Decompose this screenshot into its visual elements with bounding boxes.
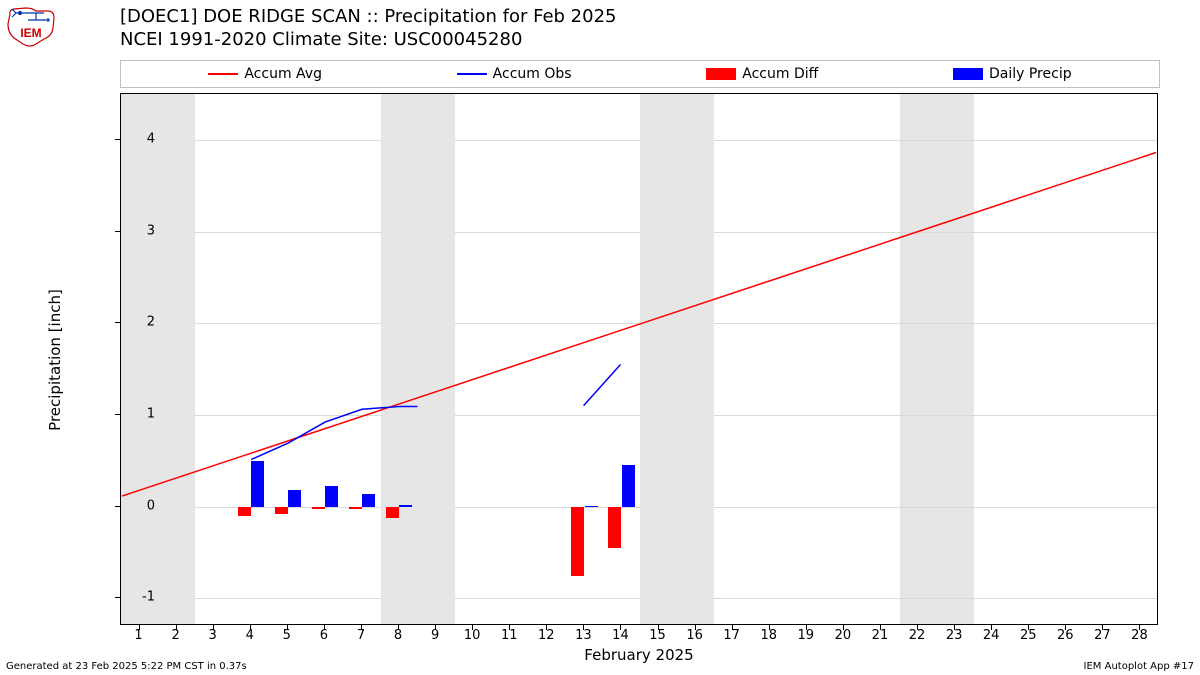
- x-tick-label: 7: [357, 628, 365, 643]
- legend-label: Accum Diff: [742, 66, 818, 82]
- y-tick-label: 3: [115, 223, 155, 238]
- root-container: IEM [DOEC1] DOE RIDGE SCAN :: Precipitat…: [0, 0, 1200, 675]
- x-tick-label: 5: [283, 628, 291, 643]
- daily-precip-bar: [399, 505, 412, 507]
- legend-label: Accum Avg: [244, 66, 322, 82]
- x-tick-label: 27: [1094, 628, 1111, 643]
- legend-swatch: [457, 73, 487, 75]
- y-axis-label: Precipitation [inch]: [46, 289, 64, 431]
- daily-precip-bar: [251, 461, 264, 507]
- iem-logo: IEM: [6, 6, 56, 46]
- legend-swatch: [706, 68, 736, 80]
- x-tick-label: 28: [1131, 628, 1148, 643]
- x-tick-label: 8: [394, 628, 402, 643]
- x-tick-label: 18: [760, 628, 777, 643]
- accum-diff-bar: [608, 507, 621, 548]
- legend-item: Accum Avg: [208, 66, 322, 82]
- title-line-1: [DOEC1] DOE RIDGE SCAN :: Precipitation …: [120, 6, 616, 29]
- accum-diff-bar: [238, 507, 251, 516]
- legend: Accum Avg Accum Obs Accum Diff Daily Precip: [120, 60, 1160, 88]
- x-tick-label: 22: [909, 628, 926, 643]
- legend-item: Accum Obs: [457, 66, 572, 82]
- accum-obs-line: [251, 407, 417, 460]
- accum-avg-line: [122, 152, 1156, 496]
- daily-precip-bar: [288, 490, 301, 507]
- x-tick-label: 25: [1020, 628, 1037, 643]
- y-tick-label: -1: [115, 590, 155, 605]
- daily-precip-bar: [362, 494, 375, 507]
- footer-left: Generated at 23 Feb 2025 5:22 PM CST in …: [6, 661, 247, 672]
- x-tick-label: 3: [209, 628, 217, 643]
- x-tick-label: 19: [798, 628, 815, 643]
- daily-precip-bar: [585, 506, 598, 507]
- accum-obs-line: [584, 364, 621, 405]
- y-tick-label: 0: [115, 498, 155, 513]
- x-tick-label: 23: [946, 628, 963, 643]
- legend-swatch: [953, 68, 983, 80]
- x-tick-label: 20: [835, 628, 852, 643]
- x-tick-label: 15: [649, 628, 666, 643]
- x-tick-label: 14: [612, 628, 629, 643]
- daily-precip-bar: [325, 486, 338, 507]
- x-tick-label: 26: [1057, 628, 1074, 643]
- x-tick-label: 11: [501, 628, 518, 643]
- accum-diff-bar: [312, 507, 325, 509]
- x-tick-label: 16: [686, 628, 703, 643]
- svg-text:IEM: IEM: [20, 26, 41, 40]
- y-tick-label: 4: [115, 131, 155, 146]
- accum-diff-bar: [571, 507, 584, 577]
- legend-item: Accum Diff: [706, 66, 818, 82]
- legend-item: Daily Precip: [953, 66, 1072, 82]
- x-tick-label: 2: [171, 628, 179, 643]
- y-tick-label: 1: [115, 407, 155, 422]
- accum-diff-bar: [275, 507, 288, 514]
- x-tick-label: 6: [320, 628, 328, 643]
- x-tick-label: 9: [431, 628, 439, 643]
- accum-diff-bar: [386, 507, 399, 518]
- x-axis-label: February 2025: [584, 646, 693, 664]
- x-tick-label: 12: [538, 628, 555, 643]
- title-block: [DOEC1] DOE RIDGE SCAN :: Precipitation …: [120, 6, 616, 51]
- legend-swatch: [208, 73, 238, 75]
- x-tick-label: 4: [246, 628, 254, 643]
- daily-precip-bar: [622, 465, 635, 506]
- accum-diff-bar: [349, 507, 362, 509]
- legend-label: Daily Precip: [989, 66, 1072, 82]
- plot-area: [120, 93, 1158, 625]
- lines-layer: [121, 94, 1157, 624]
- x-tick-label: 1: [134, 628, 142, 643]
- footer-right: IEM Autoplot App #17: [1084, 661, 1194, 672]
- title-line-2: NCEI 1991-2020 Climate Site: USC00045280: [120, 29, 616, 52]
- legend-label: Accum Obs: [493, 66, 572, 82]
- x-tick-label: 17: [723, 628, 740, 643]
- x-tick-label: 24: [983, 628, 1000, 643]
- x-tick-label: 13: [575, 628, 592, 643]
- x-tick-label: 21: [872, 628, 889, 643]
- x-tick-label: 10: [464, 628, 481, 643]
- y-tick-label: 2: [115, 315, 155, 330]
